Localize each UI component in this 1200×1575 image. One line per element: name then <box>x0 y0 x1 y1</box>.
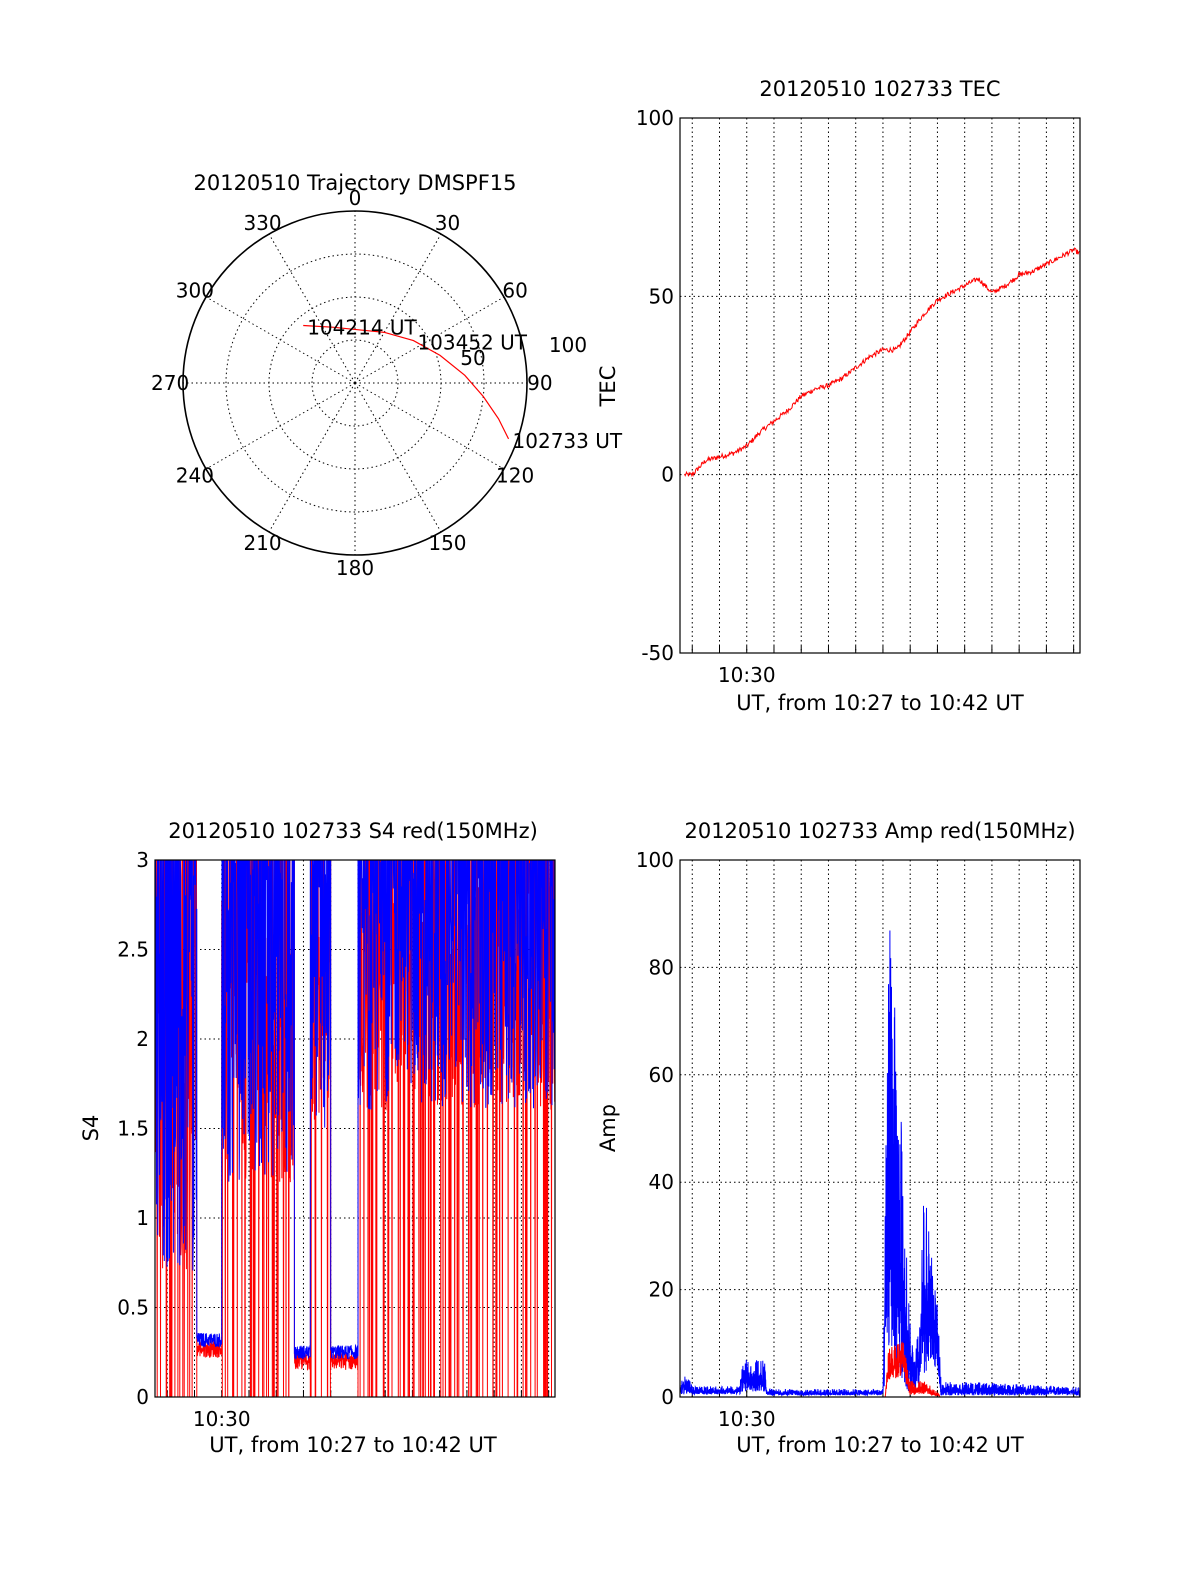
s4-series <box>154 859 556 1398</box>
amp-ylabel: Amp <box>596 1104 620 1152</box>
y-tick-label: 80 <box>649 955 674 979</box>
s4-panel: 20120510 102733 S4 red(150MHz) 0 0.5 1 1.5 2… <box>79 819 556 1457</box>
tec-title: 20120510 102733 TEC <box>759 77 1000 101</box>
amp-xlabel: UT, from 10:27 to 10:42 UT <box>736 1433 1024 1457</box>
polar-angle-label: 210 <box>243 531 281 555</box>
polar-radial-labels: 50 100 <box>460 333 587 370</box>
tec-xlabel: UT, from 10:27 to 10:42 UT <box>736 691 1024 715</box>
trajectory-time-label: 104214 UT <box>307 315 417 339</box>
s4-tick-labels: 0 0.5 1 1.5 2 2.5 3 10:30 <box>117 848 250 1431</box>
y-tick-label: 2.5 <box>117 938 149 962</box>
s4-ylabel: S4 <box>79 1115 103 1142</box>
s4-frame <box>154 859 556 1398</box>
polar-grid-spoke <box>205 296 356 384</box>
y-tick-label: 100 <box>636 106 674 130</box>
y-tick-label: 1.5 <box>117 1117 149 1141</box>
trajectory-time-label: 102733 UT <box>513 429 623 453</box>
amp-title: 20120510 102733 Amp red(150MHz) <box>684 819 1075 843</box>
amp-grid <box>680 860 1080 1397</box>
polar-angle-label: 330 <box>243 211 281 235</box>
polar-angle-labels: 0 30 60 90 120 150 180 210 240 270 300 330 <box>151 186 553 580</box>
trajectory-series <box>303 324 510 440</box>
tec-line <box>684 247 1081 478</box>
trajectory-line <box>303 324 510 440</box>
y-tick-label: 40 <box>649 1170 674 1194</box>
polar-angle-label: 60 <box>502 279 527 303</box>
polar-grid-spoke <box>354 382 505 470</box>
y-tick-label: 60 <box>649 1063 674 1087</box>
polar-grid <box>182 210 528 556</box>
tec-ylabel: TEC <box>596 366 620 408</box>
x-tick-label: 10:30 <box>193 1407 251 1431</box>
polar-grid-ring <box>225 253 485 513</box>
y-tick-label: 2 <box>136 1027 149 1051</box>
polar-grid-spoke <box>354 382 442 533</box>
s4-title: 20120510 102733 S4 red(150MHz) <box>168 819 538 843</box>
polar-grid-spoke <box>205 382 356 470</box>
tec-grid <box>680 118 1080 653</box>
y-tick-label: 0.5 <box>117 1296 149 1320</box>
tec-frame <box>679 117 1081 654</box>
amp-frame <box>679 859 1081 1398</box>
amp-series <box>679 930 1081 1398</box>
polar-radial-label: 100 <box>549 333 587 357</box>
tec-tick-labels: -50 0 50 100 10:30 <box>636 106 776 687</box>
y-tick-label: 0 <box>661 1385 674 1409</box>
y-tick-label: 0 <box>136 1385 149 1409</box>
y-tick-label: 100 <box>636 848 674 872</box>
polar-angle-label: 30 <box>435 211 460 235</box>
trajectory-time-label: 103452 UT <box>417 331 527 355</box>
polar-angle-label: 150 <box>428 531 466 555</box>
s4-blue-line <box>154 859 556 1360</box>
y-tick-label: 3 <box>136 848 149 872</box>
y-tick-label: -50 <box>641 641 674 665</box>
polar-radial-label: 50 <box>460 346 485 370</box>
polar-grid-spoke <box>354 233 442 384</box>
amp-blue-line <box>679 930 1081 1398</box>
tec-series <box>684 247 1081 478</box>
polar-angle-label: 120 <box>496 463 534 487</box>
tec-panel: 20120510 102733 TEC -50 0 50 100 10:30 UT, f… <box>596 77 1081 715</box>
polar-angle-label: 240 <box>176 463 214 487</box>
amp-panel: 20120510 102733 Amp red(150MHz) 0 20 40 60 8… <box>596 819 1081 1457</box>
amp-tick-labels: 0 20 40 60 80 100 10:30 <box>636 848 776 1431</box>
x-tick-label: 10:30 <box>718 663 776 687</box>
y-tick-label: 0 <box>661 463 674 487</box>
s4-xlabel: UT, from 10:27 to 10:42 UT <box>209 1433 497 1457</box>
polar-angle-label: 180 <box>336 556 374 580</box>
trajectory-panel: 20120510 Trajectory DMSPF15 0 30 60 90 120 15… <box>151 171 623 580</box>
amp-red-line <box>884 1341 941 1398</box>
polar-angle-label: 90 <box>527 371 552 395</box>
polar-angle-label: 270 <box>151 371 189 395</box>
polar-grid-spoke <box>268 382 356 533</box>
polar-angle-label: 0 <box>349 186 362 210</box>
y-tick-label: 50 <box>649 284 674 308</box>
polar-grid-ring <box>311 339 399 427</box>
y-tick-label: 1 <box>136 1206 149 1230</box>
polar-grid-spoke <box>354 296 505 384</box>
y-tick-label: 20 <box>649 1278 674 1302</box>
trajectory-title: 20120510 Trajectory DMSPF15 <box>193 171 516 195</box>
polar-angle-label: 300 <box>176 279 214 303</box>
polar-grid-spoke <box>268 233 356 384</box>
x-tick-label: 10:30 <box>718 1407 776 1431</box>
